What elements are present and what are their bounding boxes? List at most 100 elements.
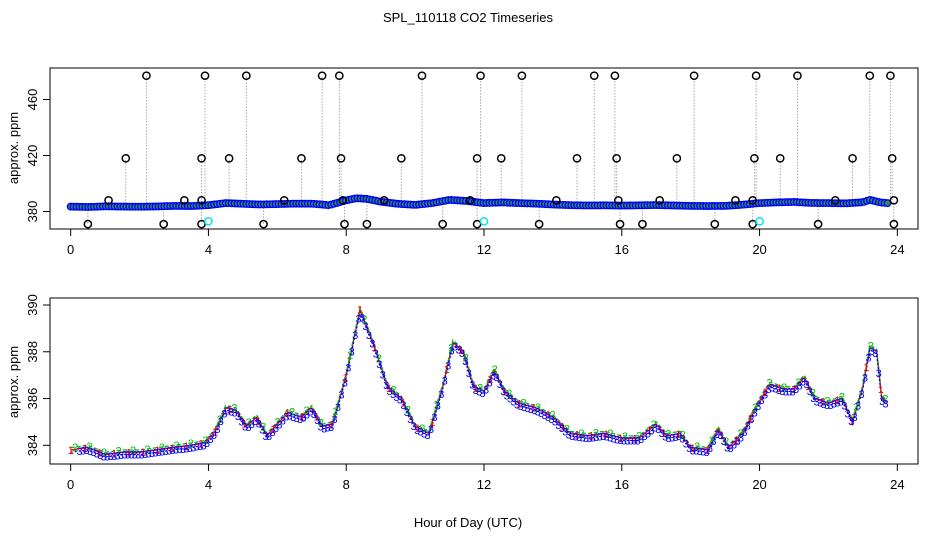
series-label-1: 1 (458, 345, 464, 357)
series-label-3: 3 (307, 406, 313, 418)
outlier-point (334, 71, 344, 81)
series-label-3: 3 (304, 410, 310, 422)
top-spike-lines (87, 75, 895, 225)
series-label-3: 3 (807, 386, 813, 398)
series-label-3: 3 (734, 436, 740, 448)
x-tick-label: 20 (752, 477, 766, 492)
series-label-3: 3 (772, 384, 778, 396)
top-panel: approx. ppm 0 4 8 12 16 20 24 380 420 460 (6, 67, 919, 257)
series-label-3: 3 (548, 414, 554, 426)
series-label-3: 3 (442, 375, 448, 387)
series-label-2: 2 (361, 314, 367, 326)
series-label-3: 3 (717, 430, 723, 442)
series-label-3: 3 (497, 379, 503, 391)
x-tick-label: 12 (477, 242, 491, 257)
series-label-2: 2 (347, 350, 353, 362)
series-label-3: 3 (352, 330, 358, 342)
series-label-1: 1 (820, 396, 826, 408)
series-label-3: 3 (207, 434, 213, 446)
series-label-2: 2 (492, 364, 498, 376)
series-label-3: 3 (576, 432, 582, 444)
x-tick-label: 4 (205, 477, 212, 492)
series-label-3: 3 (156, 447, 162, 459)
series-label-2: 2 (217, 414, 223, 426)
series-label-1: 1 (154, 445, 160, 457)
x-tick-label: 20 (752, 242, 766, 257)
series-label-1: 1 (270, 424, 276, 436)
series-label-3: 3 (428, 424, 434, 436)
series-label-3: 3 (404, 407, 410, 419)
series-label-2: 2 (376, 353, 382, 365)
series-label-3: 3 (759, 395, 765, 407)
series-label-3: 3 (817, 398, 823, 410)
series-line-3 (70, 309, 888, 458)
series-label-3: 3 (697, 446, 703, 458)
series-label-3: 3 (331, 414, 337, 426)
series-label-3: 3 (504, 391, 510, 403)
series-label-3: 3 (421, 428, 427, 440)
series-label-1: 1 (805, 381, 811, 393)
series-label-3: 3 (583, 433, 589, 445)
series-label-3: 3 (228, 406, 234, 418)
x-tick-label: 4 (205, 242, 212, 257)
series-label-1: 1 (487, 374, 493, 386)
x-tick-label: 16 (615, 477, 629, 492)
series-label-3: 3 (724, 442, 730, 454)
series-label-1: 1 (111, 448, 117, 460)
series-label-2: 2 (101, 447, 107, 459)
series-label-3: 3 (152, 447, 158, 459)
series-label-1: 1 (285, 408, 291, 420)
bottom-series-lines (70, 305, 888, 458)
series-label-3: 3 (87, 446, 93, 458)
series-label-3: 3 (858, 389, 864, 401)
series-label-3: 3 (769, 383, 775, 395)
series-label-3: 3 (852, 412, 858, 424)
series-label-2: 2 (260, 422, 266, 434)
series-label-3: 3 (359, 312, 365, 324)
y-tick-label: 386 (25, 388, 40, 410)
series-label-3: 3 (214, 424, 220, 436)
series-label-2: 2 (723, 436, 729, 448)
series-label-3: 3 (872, 348, 878, 360)
series-label-3: 3 (280, 415, 286, 427)
outlier-point (865, 71, 875, 81)
series-label-1: 1 (733, 435, 739, 447)
series-label-3: 3 (831, 399, 837, 411)
series-label-3: 3 (490, 371, 496, 383)
series-label-3: 3 (259, 425, 265, 437)
series-label-3: 3 (166, 446, 172, 458)
series-label-3: 3 (621, 436, 627, 448)
series-label-1: 1 (559, 421, 565, 433)
series-label-3: 3 (252, 416, 258, 428)
series-label-3: 3 (287, 411, 293, 423)
series-label-3: 3 (500, 386, 506, 398)
series-label-3: 3 (180, 444, 186, 456)
x-tick-label: 24 (890, 477, 904, 492)
series-label-3: 3 (390, 389, 396, 401)
series-label-3: 3 (741, 427, 747, 439)
outlier-point (104, 195, 113, 205)
outlier-point (476, 71, 485, 81)
series-label-3: 3 (449, 346, 455, 358)
x-tick-label: 12 (477, 477, 491, 492)
outlier-point (813, 219, 823, 229)
series-label-3: 3 (865, 352, 871, 364)
series-label-1: 1 (299, 412, 305, 424)
outlier-point (340, 219, 349, 229)
series-label-3: 3 (411, 421, 417, 433)
series-label-3: 3 (455, 345, 461, 357)
series-label-3: 3 (511, 396, 517, 408)
outlier-point (572, 153, 582, 163)
outlier-point (889, 219, 899, 229)
series-label-3: 3 (721, 436, 727, 448)
outlier-point (672, 153, 682, 163)
series-label-1: 1 (169, 443, 175, 455)
series-label-3: 3 (838, 396, 844, 408)
series-label-2: 2 (752, 402, 758, 414)
outlier-point (362, 219, 372, 229)
x-tick-label: 24 (890, 242, 904, 257)
series-label-3: 3 (531, 405, 537, 417)
series-label-3: 3 (431, 412, 437, 424)
series-label-3: 3 (862, 372, 868, 384)
